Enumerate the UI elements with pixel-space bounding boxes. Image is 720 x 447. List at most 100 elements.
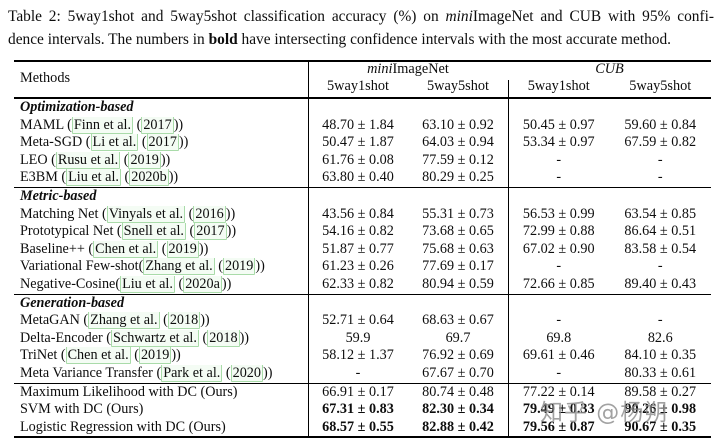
- value-cell: -: [556, 258, 562, 275]
- value-cell: 61.23 ± 0.26: [322, 258, 394, 275]
- value-cell: 77.59 ± 0.12: [422, 151, 494, 168]
- text-segment: Baseline++ (: [20, 240, 94, 257]
- citation-link[interactable]: Snell et al.: [121, 223, 186, 241]
- value-cell: 59.60 ± 0.84: [624, 116, 697, 133]
- table-row: Maximum Likelihood with DC (Ours) 66.91 ±…: [14, 384, 711, 402]
- table-row: Negative-Cosine(Liu et al. (2020a)) 62.33…: [14, 275, 711, 294]
- text-segment: (: [130, 347, 139, 364]
- method-cell: LEO (Rusu et al. (2019)): [14, 151, 308, 170]
- citation-link[interactable]: Rusu et al.: [55, 151, 121, 169]
- table-row: Matching Net (Vinyals et al. (2016)) 43.5…: [14, 205, 711, 224]
- value-cell: 90.26 ± 0.98: [624, 401, 697, 418]
- value-cell: 64.03 ± 0.94: [422, 134, 494, 151]
- value-cell: 69.61 ± 0.46: [522, 347, 595, 364]
- citation-link[interactable]: 2018: [167, 312, 201, 330]
- table-row: MetaGAN (Zhang et al. (2018)) 52.71 ± 0.6…: [14, 312, 711, 330]
- table-row: Delta-Encoder (Schwartz et al. (2018)) 59…: [14, 329, 711, 348]
- table-row: LEO (Rusu et al. (2019)) 61.76 ± 0.08 77.5…: [14, 151, 711, 170]
- table-section: Generation-based MetaGAN (Zhang et al. (2…: [14, 293, 711, 383]
- citation-link[interactable]: 2019: [222, 258, 256, 276]
- table-row: Baseline++ (Chen et al. (2019)) 51.87 ± 0…: [14, 240, 711, 259]
- method-cell: TriNet (Chen et al. (2019)): [14, 347, 308, 365]
- citation-link[interactable]: Liu et al.: [120, 275, 175, 293]
- value-cell: 84.10 ± 0.35: [624, 347, 697, 364]
- citation-link[interactable]: 2016: [193, 205, 226, 223]
- text-segment: (: [138, 134, 147, 151]
- text-segment: Meta Variance Transfer (: [20, 364, 162, 381]
- table-section: Optimization-based MAML (Finn et al. (201…: [14, 99, 711, 187]
- method-cell: MAML (Finn et al. (2017)): [14, 116, 308, 135]
- group-miniimagenet-prefix: mini: [367, 61, 393, 77]
- value-cell: 79.49 ± 0.33: [522, 401, 595, 418]
- citation-link[interactable]: 2017: [146, 134, 179, 152]
- column-header: 5way5shot: [629, 78, 692, 94]
- text-segment: SVM with DC (Ours): [20, 401, 144, 418]
- citation-link[interactable]: Liu et al.: [66, 169, 121, 187]
- text-segment: (: [198, 329, 208, 346]
- value-cell: 43.56 ± 0.84: [322, 205, 394, 222]
- table-section: Maximum Likelihood with DC (Ours) 66.91 ±…: [14, 382, 711, 437]
- citation-link[interactable]: Zhang et al.: [88, 312, 160, 330]
- value-cell: 54.16 ± 0.82: [322, 223, 394, 240]
- citation-link[interactable]: 2020: [230, 364, 263, 382]
- subheader-columns: 5way1shot 5way5shot 5way1shot 5way5shot: [308, 78, 711, 95]
- text-segment: MAML (: [20, 116, 72, 133]
- value-cell: 73.68 ± 0.65: [422, 223, 494, 240]
- value-cell: -: [556, 364, 562, 381]
- value-cell: 67.31 ± 0.83: [322, 401, 394, 418]
- citation-link[interactable]: Zhang et al.: [143, 258, 215, 276]
- citation-link[interactable]: 2017: [141, 116, 174, 134]
- text-segment: Variational Few-shot(: [20, 258, 144, 275]
- value-cell: 66.91 ± 0.17: [322, 383, 394, 400]
- value-cell: 72.66 ± 0.85: [522, 275, 595, 292]
- text-segment: (: [120, 169, 130, 186]
- value-cell: 53.34 ± 0.97: [522, 134, 595, 151]
- text-segment: (: [174, 275, 184, 292]
- value-cell: 80.33 ± 0.61: [624, 364, 697, 381]
- citation-link[interactable]: 2017: [194, 223, 227, 241]
- method-cell: E3BM (Liu et al. (2020b)): [14, 169, 308, 187]
- citation-link[interactable]: Finn et al.: [71, 116, 134, 134]
- citation-link[interactable]: 2020b: [129, 169, 169, 187]
- value-cell: 82.88 ± 0.42: [422, 418, 494, 435]
- value-cell: -: [657, 151, 663, 168]
- value-cell: 77.69 ± 0.17: [422, 258, 494, 275]
- citation-link[interactable]: Vinyals et al.: [106, 205, 186, 223]
- results-table: Methods miniImageNet CUB 5way1shot 5way5s…: [14, 60, 711, 439]
- citation-link[interactable]: Park et al.: [161, 364, 223, 382]
- text-segment: (: [159, 312, 168, 329]
- table-row: TriNet (Chen et al. (2019)) 58.12 ± 1.37 7…: [14, 347, 711, 365]
- group-miniimagenet: miniImageNet: [308, 61, 508, 78]
- group-cub: CUB: [595, 61, 624, 77]
- text-segment: (: [133, 116, 142, 133]
- citation-link[interactable]: Chen et al.: [93, 240, 159, 258]
- text-segment: (: [120, 151, 129, 168]
- vertical-rule-methods: [308, 62, 309, 437]
- text-segment: dence intervals. The numbers in: [8, 30, 209, 48]
- method-cell: Matching Net (Vinyals et al. (2016)): [14, 205, 308, 224]
- text-segment: E3BM (: [20, 169, 67, 186]
- value-cell: 61.76 ± 0.08: [322, 151, 394, 168]
- citation-link[interactable]: 2019: [166, 240, 199, 258]
- text-segment: (: [222, 364, 231, 381]
- citation-link[interactable]: Li et al.: [90, 134, 139, 152]
- citation-link[interactable]: Chen et al.: [65, 347, 131, 365]
- citation-link[interactable]: 2018: [207, 329, 240, 347]
- value-cell: 58.12 ± 1.37: [322, 347, 394, 364]
- value-cell: -: [657, 258, 663, 275]
- table-row: Meta Variance Transfer (Park et al. (202…: [14, 364, 711, 383]
- method-cell: MetaGAN (Zhang et al. (2018)): [14, 312, 308, 330]
- text-segment: Logistic Regression with DC (Ours): [20, 418, 226, 435]
- value-cell: 86.64 ± 0.51: [624, 223, 697, 240]
- citation-link[interactable]: 2019: [128, 151, 161, 169]
- table-row: Logistic Regression with DC (Ours) 68.57 …: [14, 419, 711, 437]
- value-cell: 52.71 ± 0.64: [322, 312, 394, 329]
- text-segment: )): [200, 312, 210, 329]
- citation-link[interactable]: 2019: [138, 347, 172, 365]
- group-miniimagenet-rest: ImageNet: [392, 61, 449, 77]
- citation-link[interactable]: 2020a: [183, 275, 222, 293]
- citation-link[interactable]: Schwartz et al.: [111, 329, 199, 347]
- value-cell: 63.54 ± 0.85: [624, 205, 697, 222]
- value-cell: 50.47 ± 1.87: [322, 134, 394, 151]
